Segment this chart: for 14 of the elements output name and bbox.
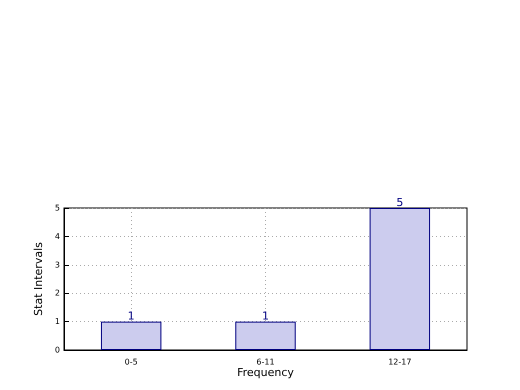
y-tick-label: 0: [54, 346, 60, 354]
data-label: 1: [128, 310, 135, 323]
y-tick-label: 1: [54, 317, 60, 326]
x-tick-label: 6-11: [256, 358, 275, 366]
y-tick-label: 3: [54, 260, 60, 270]
x-axis-title: Frequency: [237, 366, 294, 379]
data-label: 5: [396, 196, 404, 209]
y-tick-label: 2: [54, 288, 60, 298]
data-label: 1: [262, 310, 269, 323]
x-tick-label: 0-5: [124, 358, 138, 366]
y-axis-title: Stat Intervals: [32, 242, 46, 316]
y-tick-label: 5: [54, 204, 60, 212]
x-tick-label: 12-17: [388, 358, 412, 366]
y-tick-label: 4: [54, 232, 60, 241]
